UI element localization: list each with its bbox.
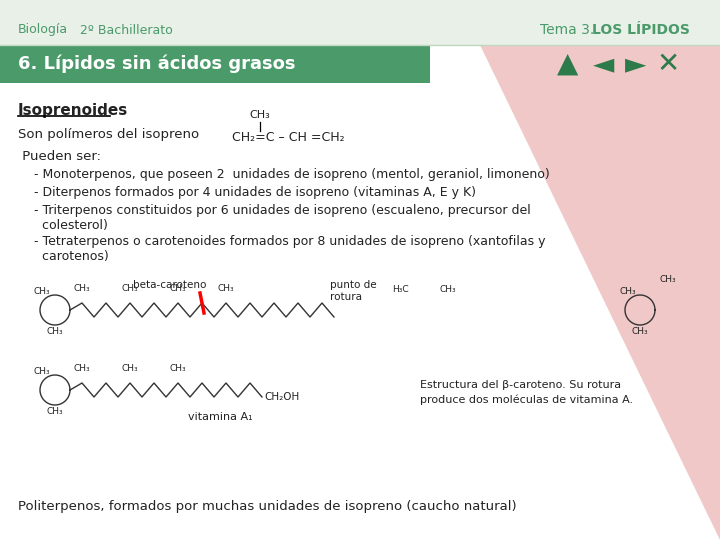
Text: CH₂OH: CH₂OH	[264, 392, 300, 402]
Text: CH₃: CH₃	[122, 284, 138, 293]
Text: CH₃: CH₃	[170, 284, 186, 293]
Text: CH₃: CH₃	[34, 367, 50, 376]
Text: CH₃: CH₃	[73, 284, 90, 293]
Text: CH₃: CH₃	[620, 287, 636, 296]
Text: CH₃: CH₃	[34, 287, 50, 296]
Text: CH₃: CH₃	[217, 284, 234, 293]
Text: punto de
rotura: punto de rotura	[330, 280, 377, 302]
Text: CH₃: CH₃	[47, 407, 63, 416]
Text: - Triterpenos constituidos por 6 unidades de isopreno (escualeno, precursor del: - Triterpenos constituidos por 6 unidade…	[18, 204, 531, 217]
FancyBboxPatch shape	[0, 45, 430, 83]
Text: CH₃: CH₃	[250, 110, 271, 120]
Text: CH₃: CH₃	[122, 364, 138, 373]
Text: vitamina A₁: vitamina A₁	[188, 412, 252, 422]
Text: H₃C: H₃C	[392, 285, 408, 294]
Text: CH₃: CH₃	[73, 364, 90, 373]
Polygon shape	[480, 45, 720, 540]
FancyBboxPatch shape	[0, 0, 720, 45]
Text: Tema 3.: Tema 3.	[540, 23, 598, 37]
Text: Son polímeros del isopreno: Son polímeros del isopreno	[18, 128, 199, 141]
Text: ✕: ✕	[657, 50, 680, 78]
Text: ▲: ▲	[557, 50, 579, 78]
Text: LOS LÍPIDOS: LOS LÍPIDOS	[592, 23, 690, 37]
Text: ◄: ◄	[593, 50, 615, 78]
Text: Isoprenoides: Isoprenoides	[18, 103, 128, 118]
Text: - Tetraterpenos o carotenoides formados por 8 unidades de isopreno (xantofilas y: - Tetraterpenos o carotenoides formados …	[18, 235, 546, 248]
Text: Estructura del β-caroteno. Su rotura
produce dos moléculas de vitamina A.: Estructura del β-caroteno. Su rotura pro…	[420, 380, 633, 405]
Text: 2º Bachillerato: 2º Bachillerato	[80, 24, 173, 37]
Text: ►: ►	[625, 50, 647, 78]
Text: - Monoterpenos, que poseen 2  unidades de isopreno (mentol, geraniol, limoneno): - Monoterpenos, que poseen 2 unidades de…	[18, 168, 550, 181]
Text: colesterol): colesterol)	[18, 219, 108, 232]
Text: carotenos): carotenos)	[18, 250, 109, 263]
Text: 6. Lípidos sin ácidos grasos: 6. Lípidos sin ácidos grasos	[18, 55, 295, 73]
Text: CH₃: CH₃	[440, 285, 456, 294]
Text: CH₃: CH₃	[170, 364, 186, 373]
Text: beta-caroteno: beta-caroteno	[133, 280, 207, 290]
Text: Politerpenos, formados por muchas unidades de isopreno (caucho natural): Politerpenos, formados por muchas unidad…	[18, 500, 517, 513]
Text: CH₃: CH₃	[47, 327, 63, 336]
Text: CH₃: CH₃	[631, 327, 648, 336]
Text: CH₃: CH₃	[660, 275, 677, 284]
Text: CH₂=C – CH =CH₂: CH₂=C – CH =CH₂	[232, 131, 345, 144]
Text: - Diterpenos formados por 4 unidades de isopreno (vitaminas A, E y K): - Diterpenos formados por 4 unidades de …	[18, 186, 476, 199]
Text: Pueden ser:: Pueden ser:	[18, 150, 101, 163]
Text: Biología: Biología	[18, 24, 68, 37]
